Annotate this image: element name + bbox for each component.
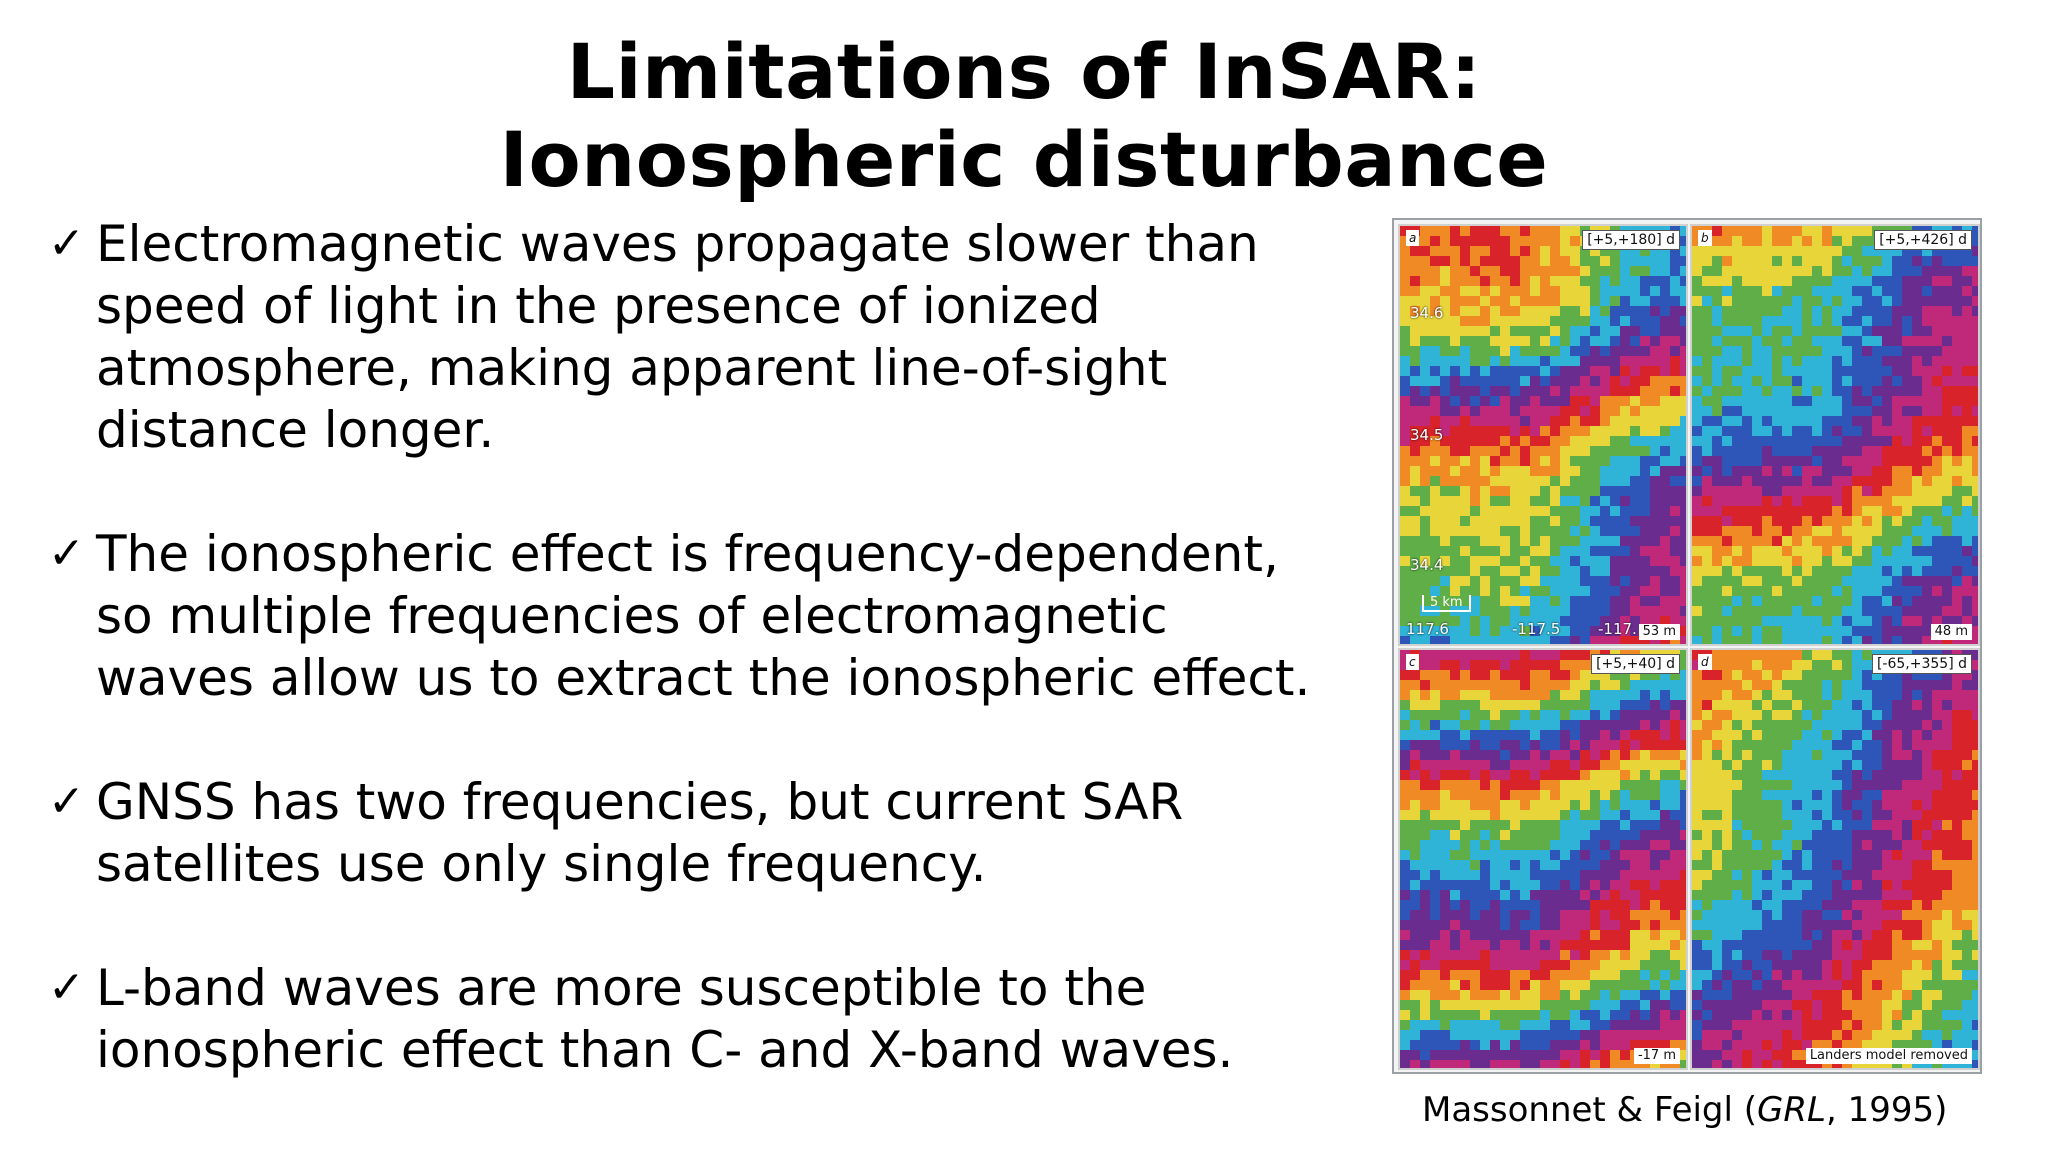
bullet-line: distance longer. bbox=[96, 401, 495, 459]
longitude-label: -117.5 bbox=[1512, 620, 1561, 638]
longitude-label: -117. bbox=[1598, 620, 1637, 638]
bullet-item: ✓ L-band waves are more susceptible to t… bbox=[48, 957, 1368, 1081]
panel-letter: c bbox=[1406, 654, 1419, 670]
interferogram-panel-c: c [+5,+40] d -17 m bbox=[1398, 648, 1688, 1070]
fringe-pattern bbox=[1692, 226, 1978, 644]
slide-title: Limitations of InSAR: Ionospheric distur… bbox=[0, 28, 2048, 204]
latitude-label: 34.6 bbox=[1410, 304, 1444, 322]
longitude-label: 117.6 bbox=[1406, 620, 1449, 638]
panel-time-span: [+5,+426] d bbox=[1874, 230, 1972, 250]
panel-footnote: -17 m bbox=[1633, 1048, 1680, 1064]
interferogram-figure: a [+5,+180] d 34.6 34.5 34.4 5 km 117.6 … bbox=[1392, 218, 1982, 1074]
bullet-line: atmosphere, making apparent line-of-sigh… bbox=[96, 339, 1168, 397]
bullet-line: GNSS has two frequencies, but current SA… bbox=[96, 773, 1184, 831]
check-icon: ✓ bbox=[48, 962, 85, 1013]
panel-time-span: [-65,+355] d bbox=[1871, 654, 1972, 674]
check-icon: ✓ bbox=[48, 528, 85, 579]
title-line-1: Limitations of InSAR: bbox=[566, 27, 1482, 116]
check-icon: ✓ bbox=[48, 218, 85, 269]
figure-citation: Massonnet & Feigl (GRL, 1995) bbox=[1422, 1088, 2012, 1132]
scale-bar: 5 km bbox=[1422, 595, 1471, 612]
fringe-pattern bbox=[1692, 650, 1978, 1068]
title-line-2: Ionospheric disturbance bbox=[499, 115, 1549, 204]
panel-footnote: Landers model removed bbox=[1805, 1048, 1972, 1064]
latitude-label: 34.4 bbox=[1410, 556, 1444, 574]
panel-time-span: [+5,+180] d bbox=[1582, 230, 1680, 250]
bullet-item: ✓ GNSS has two frequencies, but current … bbox=[48, 771, 1368, 895]
bullet-line: speed of light in the presence of ionize… bbox=[96, 277, 1101, 335]
citation-journal: GRL bbox=[1757, 1090, 1826, 1130]
panel-footnote: 53 m bbox=[1638, 624, 1680, 640]
bullet-line: The ionospheric effect is frequency-depe… bbox=[96, 525, 1279, 583]
panel-time-span: [+5,+40] d bbox=[1591, 654, 1680, 674]
latitude-label: 34.5 bbox=[1410, 426, 1444, 444]
bullet-line: Electromagnetic waves propagate slower t… bbox=[96, 215, 1259, 273]
interferogram-panel-a: a [+5,+180] d 34.6 34.5 34.4 5 km 117.6 … bbox=[1398, 224, 1688, 646]
panel-letter: d bbox=[1698, 654, 1712, 670]
bullet-item: ✓ The ionospheric effect is frequency-de… bbox=[48, 523, 1368, 709]
fringe-pattern bbox=[1400, 226, 1686, 644]
bullet-line: L-band waves are more susceptible to the bbox=[96, 959, 1147, 1017]
bullet-line: waves allow us to extract the ionospheri… bbox=[96, 649, 1311, 707]
bullet-list: ✓ Electromagnetic waves propagate slower… bbox=[48, 213, 1368, 1143]
bullet-item: ✓ Electromagnetic waves propagate slower… bbox=[48, 213, 1368, 461]
fringe-pattern bbox=[1400, 650, 1686, 1068]
bullet-line: satellites use only single frequency. bbox=[96, 835, 987, 893]
panel-letter: a bbox=[1406, 230, 1420, 246]
panel-footnote: 48 m bbox=[1930, 624, 1972, 640]
bullet-line: so multiple frequencies of electromagnet… bbox=[96, 587, 1168, 645]
citation-year: , 1995) bbox=[1825, 1090, 1948, 1130]
interferogram-panel-b: b [+5,+426] d 48 m bbox=[1690, 224, 1980, 646]
panel-letter: b bbox=[1698, 230, 1712, 246]
interferogram-panel-d: d [-65,+355] d Landers model removed bbox=[1690, 648, 1980, 1070]
citation-authors: Massonnet & Feigl ( bbox=[1422, 1090, 1758, 1130]
check-icon: ✓ bbox=[48, 776, 85, 827]
bullet-line: ionospheric effect than C- and X-band wa… bbox=[96, 1021, 1234, 1079]
